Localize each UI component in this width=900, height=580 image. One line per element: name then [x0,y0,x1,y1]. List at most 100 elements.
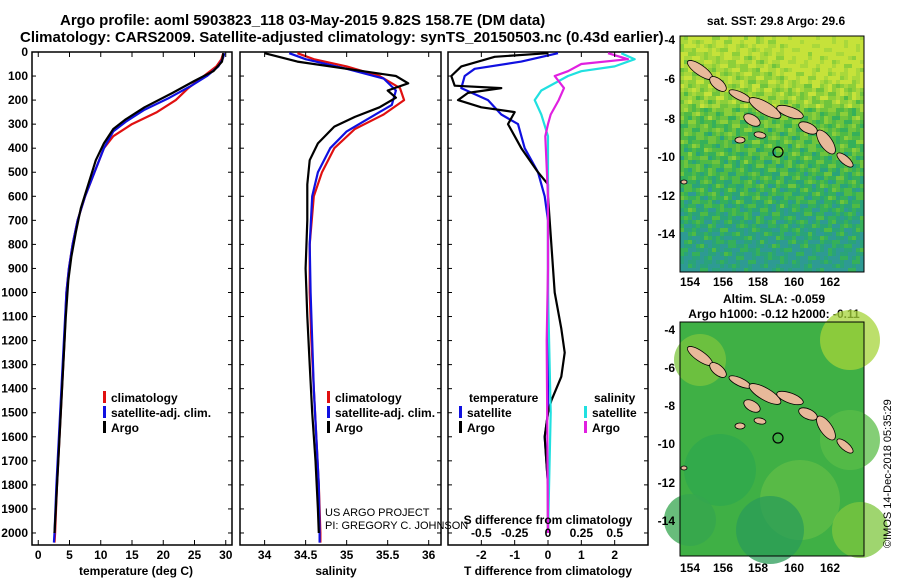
sst-cell [804,232,808,236]
sst-cell [828,132,832,136]
sst-cell [760,168,764,172]
sst-cell [784,200,788,204]
sst-cell [760,60,764,64]
sst-cell [812,112,816,116]
sst-cell [844,264,848,268]
sst-cell [860,48,864,52]
sst-cell [840,136,844,140]
sst-cell [724,48,728,52]
sst-cell [760,260,764,264]
sst-cell [840,236,844,240]
sst-cell [752,80,756,84]
sst-cell [768,216,772,220]
sst-cell [692,100,696,104]
sst-cell [832,248,836,252]
island [734,422,746,430]
sst-cell [848,236,852,240]
sst-cell [832,168,836,172]
sst-cell [708,268,712,272]
sst-cell [816,260,820,264]
sst-cell [720,204,724,208]
sst-cell [684,184,688,188]
sst-cell [768,64,772,68]
sst-cell [808,140,812,144]
sst-cell [812,140,816,144]
sst-cell [788,176,792,180]
sst-cell [692,244,696,248]
sst-cell [852,168,856,172]
sst-cell [832,156,836,160]
island [743,399,761,413]
sst-cell [828,236,832,240]
sst-cell [768,60,772,64]
sst-cell [812,116,816,120]
sst-cell [732,36,736,40]
sst-cell [828,200,832,204]
sst-cell [716,268,720,272]
sst-cell [856,220,860,224]
sst-cell [768,260,772,264]
sst-cell [828,44,832,48]
sst-cell [700,136,704,140]
sst-cell [732,124,736,128]
sst-cell [704,188,708,192]
sst-cell [848,144,852,148]
sst-cell [788,232,792,236]
sst-cell [716,52,720,56]
sst-cell [832,232,836,236]
salinity-series [264,52,410,543]
sst-cell [760,212,764,216]
sst-cell [732,224,736,228]
sst-cell [848,132,852,136]
sst-cell [708,116,712,120]
sst-cell [696,196,700,200]
sst-cell [764,168,768,172]
sst-cell [720,116,724,120]
sst-cell [748,168,752,172]
sst-cell [720,216,724,220]
sst-cell [772,44,776,48]
sst-cell [832,216,836,220]
sst-cell [812,172,816,176]
sst-cell [856,152,860,156]
sst-cell [680,220,684,224]
sst-cell [736,228,740,232]
sst-cell [848,260,852,264]
sst-cell [844,256,848,260]
sst-cell [840,120,844,124]
sst-cell [856,244,860,248]
sst-cell [820,256,824,260]
sst-cell [812,68,816,72]
sst-cell [736,52,740,56]
sst-cell [732,72,736,76]
sst-cell [708,232,712,236]
island [816,415,836,441]
sst-cell [764,136,768,140]
sst-cell [760,256,764,260]
sst-cell [732,212,736,216]
sst-cell [728,76,732,80]
sst-cell [780,92,784,96]
sst-cell [800,264,804,268]
sst-cell [848,44,852,48]
sst-cell [824,188,828,192]
sst-cell [860,156,864,160]
sst-cell [840,180,844,184]
sst-cell [728,232,732,236]
sst-cell [832,160,836,164]
sst-cell [768,88,772,92]
sst-cell [760,204,764,208]
sst-cell [776,140,780,144]
sst-cell [820,64,824,68]
sst-cell [768,232,772,236]
sst-cell [816,216,820,220]
sst-cell [764,80,768,84]
sst-cell [856,144,860,148]
sst-cell [832,200,836,204]
sst-cell [740,180,744,184]
sst-cell [756,164,760,168]
sst-cell [824,164,828,168]
sst-cell [808,176,812,180]
sst-cell [740,208,744,212]
sst-cell [740,124,744,128]
